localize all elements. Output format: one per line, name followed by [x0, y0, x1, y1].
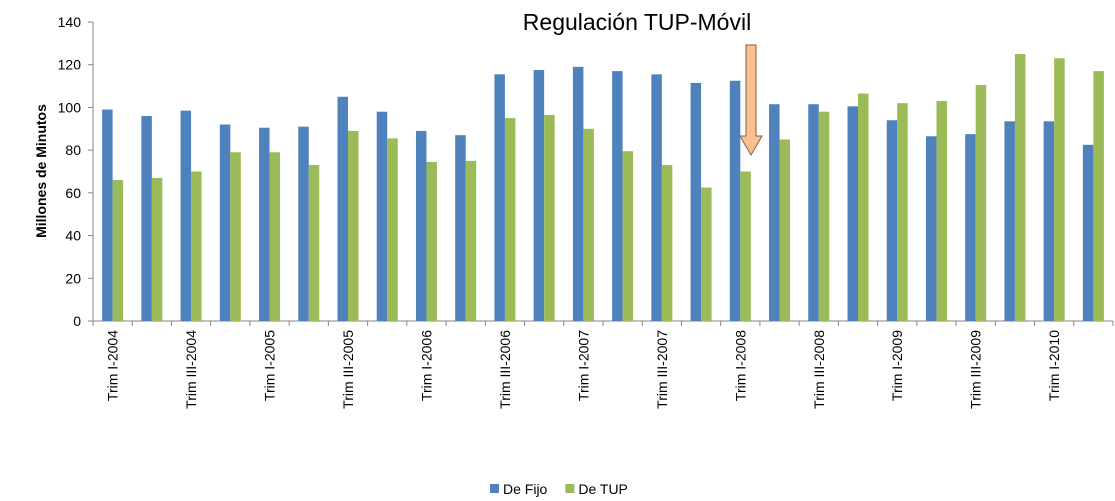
bar [348, 130, 359, 321]
bar [701, 187, 712, 321]
bar [415, 130, 427, 321]
bar [387, 138, 398, 321]
bar [465, 160, 477, 321]
bar [1093, 71, 1104, 321]
x-tick-label: Trim I-2008 [732, 330, 748, 401]
y-tick-label: 60 [65, 185, 81, 201]
bar [102, 109, 113, 321]
bar [112, 180, 124, 321]
bar [504, 118, 516, 321]
bar [818, 111, 830, 321]
y-tick-label: 20 [65, 270, 81, 286]
y-tick-label: 120 [58, 57, 82, 73]
bar [219, 124, 231, 321]
bar [583, 128, 594, 321]
bar [886, 120, 898, 321]
bar [191, 171, 202, 321]
bar [337, 96, 348, 321]
bar [376, 111, 388, 321]
bar [298, 126, 309, 322]
bar [426, 161, 437, 321]
bar [847, 106, 858, 321]
bar [975, 85, 987, 321]
bar [151, 177, 163, 321]
bar [740, 171, 751, 321]
bar [808, 104, 819, 321]
bar [533, 70, 545, 321]
bar [858, 93, 869, 322]
bar [779, 139, 791, 321]
bar [690, 82, 702, 321]
bar [897, 103, 908, 322]
legend-label: De TUP [578, 481, 628, 497]
bar [180, 110, 192, 321]
y-tick-label: 0 [73, 313, 81, 329]
bar [622, 151, 634, 321]
bar [259, 127, 270, 321]
y-tick-label: 40 [65, 228, 81, 244]
x-tick-label: Trim III-2008 [811, 330, 827, 409]
bar [494, 74, 505, 321]
arrow [739, 44, 763, 156]
x-tick-label: Trim III-2009 [968, 330, 984, 409]
legend-swatch [490, 484, 499, 493]
x-tick-label: Trim I-2006 [418, 330, 434, 401]
bar [661, 165, 673, 321]
y-axis-label: Millones de Minutos [33, 104, 49, 238]
bar [230, 152, 241, 321]
bar [612, 71, 623, 321]
bar [1082, 144, 1094, 321]
bar [1043, 121, 1055, 321]
bar [572, 66, 584, 321]
bar [925, 136, 937, 321]
x-tick-label: Trim I-2007 [575, 330, 591, 401]
x-tick-label: Trim III-2007 [654, 330, 670, 409]
y-tick-label: 140 [58, 14, 82, 30]
bar [141, 115, 152, 321]
x-tick-label: Trim I-2004 [105, 330, 121, 401]
bar [269, 152, 281, 321]
bar [651, 74, 662, 321]
x-tick-label: Trim I-2010 [1046, 330, 1062, 401]
x-tick-label: Trim I-2009 [889, 330, 905, 401]
bar [729, 80, 741, 321]
bar [544, 114, 555, 322]
annotation: Regulación TUP-Móvil [523, 9, 751, 35]
bar [1004, 121, 1015, 321]
bar [308, 165, 320, 321]
bar [769, 104, 780, 321]
x-tick-label: Trim III-2004 [183, 330, 199, 409]
x-tick-label: Trim III-2006 [497, 330, 513, 409]
bar [965, 134, 976, 321]
bar [1014, 54, 1026, 322]
legend-swatch [565, 484, 575, 493]
bar [936, 101, 947, 322]
x-tick-label: Trim III-2005 [340, 330, 356, 409]
x-tick-label: Trim I-2005 [262, 330, 278, 401]
legend-label: De Fijo [503, 481, 548, 497]
bar [1054, 58, 1065, 322]
bar [455, 135, 466, 321]
y-tick-label: 80 [65, 142, 81, 158]
y-tick-label: 100 [58, 99, 82, 115]
